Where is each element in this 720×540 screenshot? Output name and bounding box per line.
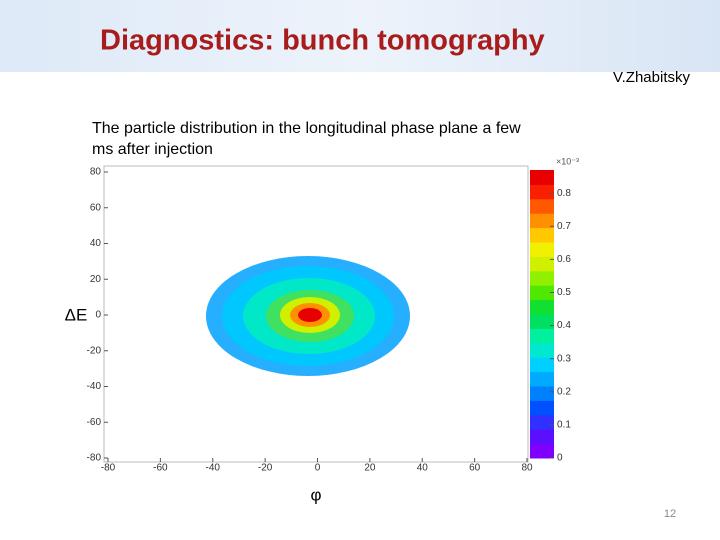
colorbar-tick-label: 0.6: [557, 254, 571, 265]
page-number: 12: [664, 508, 676, 520]
colorbar-tick-label: 0.3: [557, 353, 571, 364]
y-tick-label: -60: [87, 417, 102, 428]
x-tick-label: -20: [258, 463, 273, 474]
y-tick-label: 0: [95, 310, 101, 321]
x-tick-label: 80: [521, 463, 533, 474]
colorbar-band: [530, 414, 554, 430]
y-tick-label: -40: [87, 381, 102, 392]
x-tick-label: -80: [101, 463, 116, 474]
colorbar-tick-label: 0.7: [557, 221, 571, 232]
distribution: [206, 256, 410, 376]
colorbar-band: [530, 227, 554, 243]
colorbar-tick-label: 0.1: [557, 420, 571, 431]
colorbar-band: [530, 386, 554, 401]
y-axis-label: ΔE: [65, 305, 88, 324]
x-tick-label: 60: [469, 463, 481, 474]
colorbar-band: [530, 184, 554, 200]
colorbar-band: [530, 198, 554, 214]
x-tick-label: -60: [153, 463, 168, 474]
x-tick-label: 40: [417, 463, 429, 474]
colorbar-band: [530, 400, 554, 416]
colorbar-exponent: ×10⁻³: [556, 156, 579, 166]
header-banner: [0, 0, 720, 72]
colorbar-band: [530, 170, 554, 185]
author: V.Zhabitsky: [613, 69, 690, 86]
colorbar-band: [530, 256, 554, 272]
y-tick-label: 60: [90, 202, 102, 213]
x-tick-label: 20: [364, 463, 376, 474]
chart-title: The particle distribution in the longitu…: [92, 120, 521, 158]
x-tick-label: 0: [315, 463, 321, 474]
slide-title: Diagnostics: bunch tomography: [100, 25, 545, 57]
colorbar-band: [530, 342, 554, 358]
y-tick-label: -20: [87, 345, 102, 356]
colorbar-band: [530, 357, 554, 373]
colorbar-tick-label: 0.2: [557, 386, 571, 397]
y-tick-label: 20: [90, 274, 102, 285]
colorbar-band: [530, 242, 554, 257]
colorbar-band: [530, 314, 554, 329]
colorbar-band: [530, 285, 554, 301]
colorbar-band: [530, 443, 554, 459]
y-tick-label: 80: [90, 167, 102, 178]
colorbar-band: [530, 429, 554, 445]
x-tick-label: -40: [206, 463, 221, 474]
colorbar-band: [530, 213, 554, 229]
y-tick-label: -80: [87, 453, 102, 464]
colorbar-band: [530, 328, 554, 344]
colorbar-band: [530, 371, 554, 387]
colorbar-tick-label: 0.5: [557, 287, 571, 298]
x-axis-label: φ: [310, 485, 321, 504]
colorbar-band: [530, 270, 554, 286]
y-tick-label: 40: [90, 238, 102, 249]
colorbar-tick-label: 0: [557, 453, 563, 464]
colorbar-band: [530, 299, 554, 315]
colorbar-tick-label: 0.8: [557, 188, 571, 199]
colorbar-tick-label: 0.4: [557, 320, 571, 331]
